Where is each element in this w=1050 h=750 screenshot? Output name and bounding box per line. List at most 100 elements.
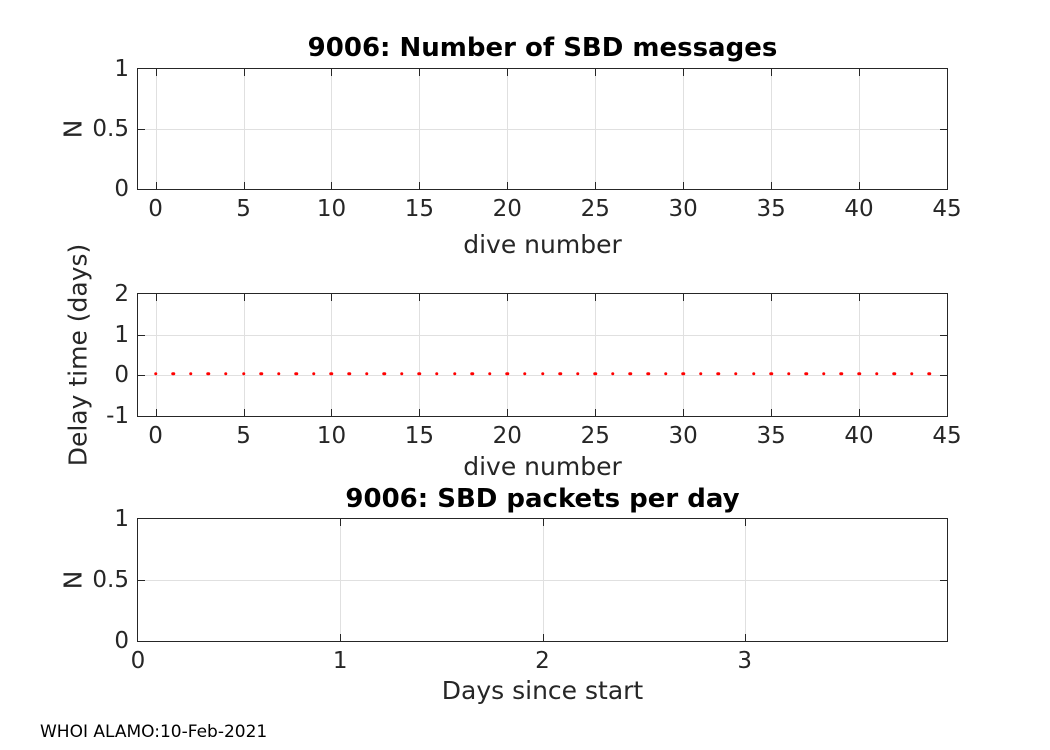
subplot1-plot-area: 0 5 10 15 20 25 30 35 40 45 0 0.5 1 bbox=[92, 56, 961, 222]
x-tick-label: 20 bbox=[492, 196, 522, 222]
x-tick-mark bbox=[859, 409, 861, 416]
x-tick-label: 15 bbox=[404, 196, 435, 222]
data-point-marker bbox=[927, 371, 932, 376]
x-tick-mark bbox=[331, 409, 333, 416]
x-tick-label: 25 bbox=[580, 423, 610, 449]
subplot3-xlabel: Days since start bbox=[441, 676, 644, 705]
subplot2-ylabel: Delay time (days) bbox=[63, 243, 93, 467]
gridline-vertical bbox=[155, 294, 157, 416]
data-point-marker bbox=[276, 371, 281, 376]
subplot3-plot-area: 0 1 2 3 0 0.5 1 bbox=[92, 506, 948, 674]
x-tick-mark-top bbox=[331, 69, 333, 76]
data-point-marker bbox=[523, 371, 527, 376]
data-point-marker bbox=[734, 371, 738, 376]
y-tick-mark-right bbox=[940, 580, 947, 581]
x-tick-label: 0 bbox=[148, 423, 163, 449]
data-point-marker bbox=[400, 371, 404, 376]
data-point-marker bbox=[224, 371, 228, 376]
subplot2-xlabel: dive number bbox=[463, 452, 622, 481]
x-tick-mark-top bbox=[771, 294, 773, 301]
data-point-marker bbox=[874, 371, 879, 376]
x-tick-mark bbox=[340, 634, 342, 641]
data-point-marker bbox=[540, 371, 545, 376]
x-tick-mark-top bbox=[155, 69, 157, 76]
y-tick-mark-right bbox=[940, 334, 947, 336]
data-point-marker bbox=[786, 371, 791, 376]
footer-watermark: WHOI ALAMO:10-Feb-2021 bbox=[40, 722, 268, 742]
x-tick-label: 3 bbox=[737, 648, 753, 674]
x-tick-mark bbox=[419, 182, 421, 189]
x-tick-mark-top bbox=[744, 519, 746, 526]
x-tick-mark bbox=[744, 634, 746, 641]
y-tick-label: 0 bbox=[114, 176, 129, 202]
y-tick-mark-right bbox=[940, 129, 947, 130]
x-tick-label: 10 bbox=[316, 196, 347, 222]
y-tick-label: -1 bbox=[106, 403, 129, 429]
data-point-marker bbox=[171, 371, 175, 376]
x-tick-mark-top bbox=[683, 294, 685, 301]
x-tick-mark bbox=[595, 409, 597, 416]
y-tick-mark bbox=[138, 129, 145, 130]
x-tick-mark-top bbox=[507, 294, 509, 301]
x-tick-mark bbox=[507, 182, 509, 189]
data-point-marker bbox=[663, 371, 668, 376]
subplot1-ylabel: N bbox=[58, 119, 88, 139]
data-point-marker bbox=[751, 371, 756, 376]
x-tick-mark-top bbox=[243, 69, 245, 76]
x-tick-label: 0 bbox=[148, 196, 163, 222]
data-point-marker bbox=[206, 371, 211, 376]
gridline-vertical bbox=[859, 294, 861, 416]
x-tick-mark-top bbox=[542, 519, 544, 526]
data-point-marker bbox=[575, 371, 580, 376]
y-tick-mark bbox=[138, 334, 145, 336]
data-point-marker bbox=[153, 371, 158, 376]
gridline-vertical bbox=[243, 294, 245, 416]
x-tick-label: 0 bbox=[130, 648, 146, 674]
data-point-marker bbox=[417, 371, 422, 376]
x-tick-mark-top bbox=[340, 519, 342, 526]
y-tick-label: 2 bbox=[114, 281, 129, 307]
data-point-marker bbox=[435, 371, 439, 376]
y-tick-label: 0 bbox=[114, 362, 129, 389]
gridline-horizontal bbox=[138, 129, 947, 130]
x-tick-mark bbox=[542, 634, 544, 641]
data-point-marker bbox=[382, 371, 386, 376]
x-tick-label: 30 bbox=[668, 196, 698, 222]
data-point-marker bbox=[839, 371, 844, 376]
x-tick-label: 2 bbox=[535, 648, 550, 674]
x-tick-label: 10 bbox=[316, 423, 347, 449]
data-point-marker bbox=[593, 371, 597, 376]
subplot2-plot-area: 0 5 10 15 20 25 30 35 40 45 -1 0 1 2 bbox=[106, 281, 962, 449]
data-point-marker bbox=[452, 371, 457, 376]
x-tick-label: 45 bbox=[932, 196, 962, 222]
x-tick-mark bbox=[419, 409, 421, 416]
y-tick-label: 1 bbox=[114, 321, 129, 348]
data-point-marker bbox=[804, 371, 809, 376]
x-tick-mark-top bbox=[243, 294, 245, 301]
data-point-marker bbox=[857, 371, 861, 376]
data-point-marker bbox=[558, 371, 562, 376]
x-tick-mark bbox=[595, 182, 597, 189]
x-tick-mark bbox=[507, 409, 509, 416]
data-point-marker bbox=[241, 371, 246, 376]
gridline-vertical bbox=[507, 294, 509, 416]
x-tick-mark bbox=[683, 409, 685, 416]
x-tick-mark-top bbox=[859, 69, 861, 76]
data-point-marker bbox=[892, 371, 896, 376]
y-tick-label: 1 bbox=[114, 506, 129, 532]
x-tick-mark bbox=[243, 409, 245, 416]
data-point-marker bbox=[364, 371, 369, 376]
x-tick-mark-top bbox=[507, 69, 509, 76]
data-point-marker bbox=[189, 371, 193, 376]
y-tick-label: 0.5 bbox=[92, 116, 129, 142]
x-tick-label: 5 bbox=[236, 423, 251, 449]
x-tick-label: 35 bbox=[756, 196, 786, 222]
data-point-marker bbox=[716, 371, 721, 376]
data-point-marker bbox=[681, 371, 685, 376]
subplot1-xlabel: dive number bbox=[463, 230, 622, 259]
x-tick-mark bbox=[243, 182, 245, 189]
x-tick-mark-top bbox=[771, 69, 773, 76]
gridline-horizontal bbox=[138, 580, 947, 581]
gridline-vertical bbox=[419, 294, 421, 416]
